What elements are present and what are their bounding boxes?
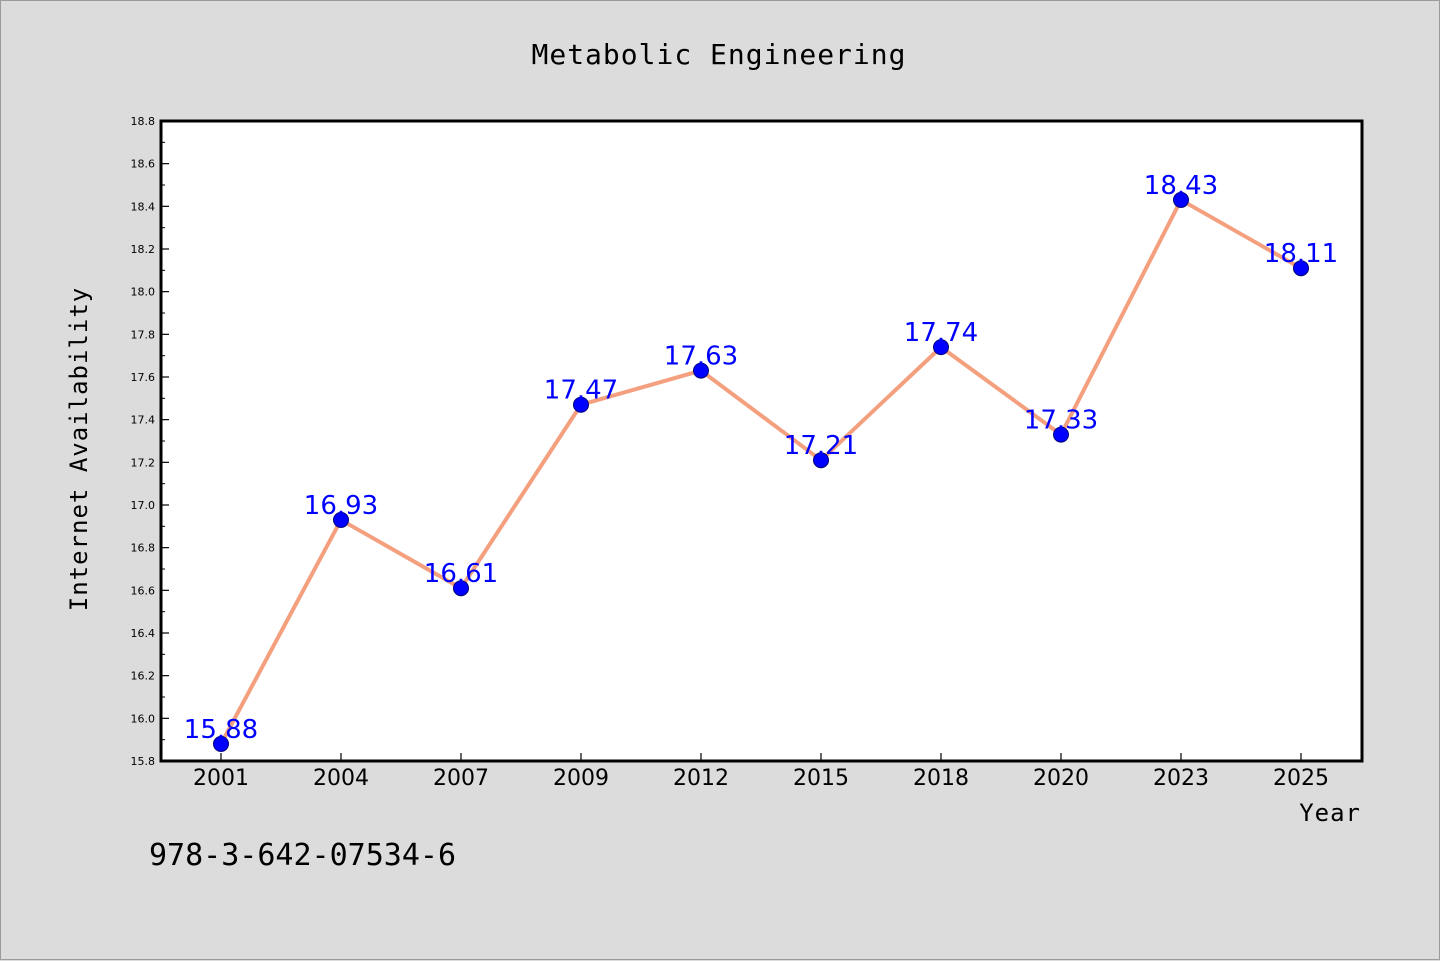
x-tick-label: 2007 [433,766,489,791]
y-tick-label: 18.6 [131,158,156,171]
data-label: 18.43 [1144,171,1218,201]
x-tick-label: 2001 [193,766,249,791]
data-point [1053,426,1069,443]
x-tick-label: 2004 [313,766,369,791]
y-tick-label: 18.0 [131,286,156,299]
isbn-annotation: 978-3-642-07534-6 [149,838,456,873]
data-labels: 15.88 16.93 16.61 17.47 17.63 17.21 17.74 17.33… [184,171,1338,745]
x-tick-label: 2020 [1033,766,1089,791]
y-axis-label: Internet Availability [65,287,93,611]
data-label: 18.11 [1264,239,1338,269]
y-tick-label: 16.2 [131,670,156,683]
data-label: 17.74 [904,318,978,348]
x-axis: 2001 2004 2007 2009 2012 2015 2018 2020 2023 2025 [193,753,1329,791]
data-label: 17.33 [1024,406,1098,436]
y-tick-label: 17.4 [131,414,156,427]
y-tick-label: 15.8 [131,755,156,768]
y-axis: 15.8 16.0 16.2 16.4 16.6 16.8 17.0 17.2 17.4 17.6… [131,115,169,768]
data-point [333,511,349,528]
x-tick-label: 2025 [1273,766,1329,791]
x-tick-label: 2009 [553,766,609,791]
x-tick-label: 2018 [913,766,969,791]
y-tick-label: 16.0 [131,712,156,725]
y-tick-label: 16.8 [131,542,156,555]
data-point [573,396,589,413]
plot-area [159,119,1364,763]
y-tick-label: 18.4 [131,200,156,213]
data-label: 16.61 [424,559,498,589]
data-point [933,339,949,356]
y-tick-label: 17.0 [131,499,156,512]
x-axis-label: Year [1299,799,1361,827]
data-label: 17.21 [784,431,858,461]
data-point [693,362,709,379]
x-tick-label: 2023 [1153,766,1209,791]
data-label: 17.47 [544,376,618,406]
data-label: 15.88 [184,715,258,745]
y-tick-label: 17.8 [131,328,156,341]
y-tick-label: 18.2 [131,243,156,256]
y-tick-label: 17.6 [131,371,156,384]
data-point [1173,191,1189,208]
data-markers [213,191,1309,752]
data-point [453,580,469,597]
x-tick-label: 2015 [793,766,849,791]
data-point [213,735,229,752]
data-point [1293,260,1309,277]
x-tick-label: 2012 [673,766,729,791]
y-tick-label: 18.8 [131,115,156,128]
data-label: 16.93 [304,491,378,521]
data-point [813,452,829,469]
chart-title: Metabolic Engineering [531,38,906,71]
y-tick-label: 16.4 [131,627,156,640]
data-label: 17.63 [664,342,738,372]
y-tick-label: 17.2 [131,456,156,469]
series-line [219,197,1302,745]
y-tick-label: 16.6 [131,584,156,597]
